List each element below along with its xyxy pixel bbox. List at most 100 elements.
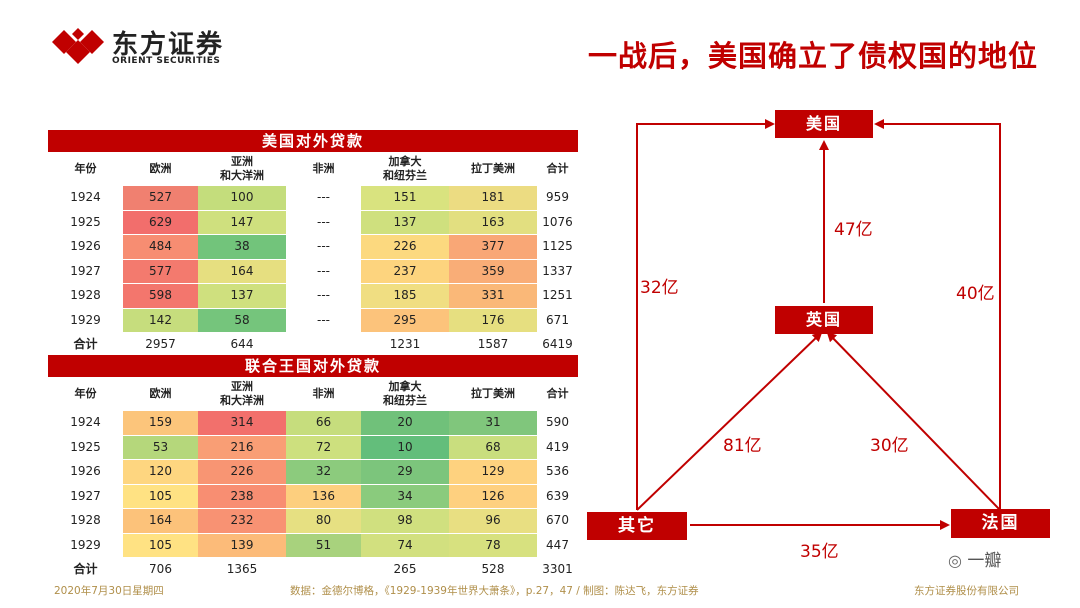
total-row: 合计 706 1365 265 528 3301	[48, 558, 578, 583]
value-cell: 147	[198, 210, 286, 235]
value-cell: 185	[361, 284, 449, 309]
value-cell: 29	[361, 460, 449, 485]
total-value: 528	[449, 558, 537, 583]
value-cell: 72	[286, 435, 361, 460]
value-cell: 577	[123, 259, 198, 284]
flow-label-france-to-uk: 30亿	[870, 436, 909, 456]
value-cell: 447	[537, 533, 578, 558]
brand-logo: 东方证券 ORIENT SECURITIES	[50, 22, 260, 70]
column-header: 亚洲 和大洋洲	[220, 155, 264, 182]
table-row: 1925 53 216 72 10 68 419	[48, 435, 578, 460]
table-row: 1926 120 226 32 29 129 536	[48, 460, 578, 485]
table-row: 1929 142 58 --- 295 176 671	[48, 308, 578, 333]
value-cell: 53	[123, 435, 198, 460]
column-header: 非洲	[312, 162, 335, 175]
value-cell: 96	[449, 509, 537, 534]
table-row: 1929 105 139 51 74 78 447	[48, 533, 578, 558]
value-cell: 100	[198, 186, 286, 211]
node-france: 法国	[951, 509, 1050, 538]
year-cell: 1924	[48, 411, 123, 436]
uk-table-body: 1924 159 314 66 20 31 590 1925 53 216 72 10 68 419 192…	[48, 411, 578, 583]
value-cell: 38	[198, 235, 286, 260]
value-cell: ---	[286, 235, 361, 260]
value-cell: 74	[361, 533, 449, 558]
value-cell: ---	[286, 186, 361, 211]
value-cell: 238	[198, 484, 286, 509]
value-cell: 639	[537, 484, 578, 509]
orient-securities-logo-icon	[52, 28, 104, 64]
value-cell: 159	[123, 411, 198, 436]
node-usa: 美国	[775, 110, 873, 138]
year-cell: 1928	[48, 509, 123, 534]
value-cell: 98	[361, 509, 449, 534]
year-cell: 1926	[48, 460, 123, 485]
year-cell: 1927	[48, 259, 123, 284]
value-cell: 226	[361, 235, 449, 260]
footer-company: 东方证券股份有限公司	[914, 585, 1019, 597]
column-header: 非洲	[312, 387, 335, 400]
us-table-header: 年份 欧洲 亚洲 和大洋洲 非洲 加拿大 和纽芬兰 拉丁美洲 合计	[48, 152, 578, 186]
value-cell: 142	[123, 308, 198, 333]
arrow-other-to-usa	[636, 119, 775, 510]
value-cell: 126	[449, 484, 537, 509]
total-row: 合计 2957 644 1231 1587 6419	[48, 333, 578, 358]
footer-date: 2020年7月30日星期四	[54, 585, 164, 597]
value-cell: 670	[537, 509, 578, 534]
table-row: 1927 577 164 --- 237 359 1337	[48, 259, 578, 284]
value-cell: 58	[198, 308, 286, 333]
year-cell: 1928	[48, 284, 123, 309]
value-cell: 671	[537, 308, 578, 333]
year-cell: 1929	[48, 533, 123, 558]
uk-loans-table: 联合王国对外贷款 年份 欧洲 亚洲 和大洋洲 非洲 加拿大 和纽芬兰 拉丁美洲 合计 192…	[48, 355, 578, 583]
total-value: 6419	[537, 333, 578, 358]
brand-name-cn: 东方证券	[112, 30, 225, 60]
value-cell: 295	[361, 308, 449, 333]
us-table-body: 1924 527 100 --- 151 181 959 1925 629 147 --- 137 16…	[48, 186, 578, 358]
value-cell: ---	[286, 284, 361, 309]
value-cell: 536	[537, 460, 578, 485]
arrow-other-to-uk	[636, 331, 823, 511]
value-cell: ---	[286, 259, 361, 284]
value-cell: 136	[286, 484, 361, 509]
column-header: 拉丁美洲	[471, 387, 515, 400]
value-cell: 1251	[537, 284, 578, 309]
column-header: 年份	[74, 162, 97, 175]
column-header: 年份	[74, 387, 97, 400]
table-row: 1928 598 137 --- 185 331 1251	[48, 284, 578, 309]
value-cell: 34	[361, 484, 449, 509]
total-value: 1231	[361, 333, 449, 358]
watermark: ◎ 一瓣	[948, 546, 1001, 571]
value-cell: 137	[198, 284, 286, 309]
value-cell: 359	[449, 259, 537, 284]
value-cell: 68	[449, 435, 537, 460]
value-cell: 78	[449, 533, 537, 558]
value-cell: 598	[123, 284, 198, 309]
value-cell: 176	[449, 308, 537, 333]
uk-table-title: 联合王国对外贷款	[48, 355, 578, 377]
wechat-icon: ◎	[948, 551, 962, 570]
value-cell: 181	[449, 186, 537, 211]
capital-flow-diagram: 美国 英国 其它 法国 32亿 47亿 40亿 81亿 30亿 35亿	[580, 95, 1080, 575]
flow-label-uk-to-usa: 47亿	[834, 220, 873, 240]
total-value: 3301	[537, 558, 578, 583]
value-cell: 1337	[537, 259, 578, 284]
value-cell: 105	[123, 533, 198, 558]
value-cell: 105	[123, 484, 198, 509]
value-cell: 1125	[537, 235, 578, 260]
value-cell: 20	[361, 411, 449, 436]
table-row: 1928 164 232 80 98 96 670	[48, 509, 578, 534]
value-cell: 164	[198, 259, 286, 284]
value-cell: 137	[361, 210, 449, 235]
column-header: 合计	[546, 387, 569, 400]
column-header: 亚洲 和大洋洲	[220, 380, 264, 407]
value-cell: 31	[449, 411, 537, 436]
value-cell: 527	[123, 186, 198, 211]
total-label: 合计	[48, 333, 123, 358]
value-cell: 139	[198, 533, 286, 558]
us-loans-table: 美国对外贷款 年份 欧洲 亚洲 和大洋洲 非洲 加拿大 和纽芬兰 拉丁美洲 合计 1924 5…	[48, 130, 578, 358]
value-cell: 331	[449, 284, 537, 309]
value-cell: 232	[198, 509, 286, 534]
value-cell: ---	[286, 210, 361, 235]
total-value: 2957	[123, 333, 198, 358]
table-row: 1927 105 238 136 34 126 639	[48, 484, 578, 509]
